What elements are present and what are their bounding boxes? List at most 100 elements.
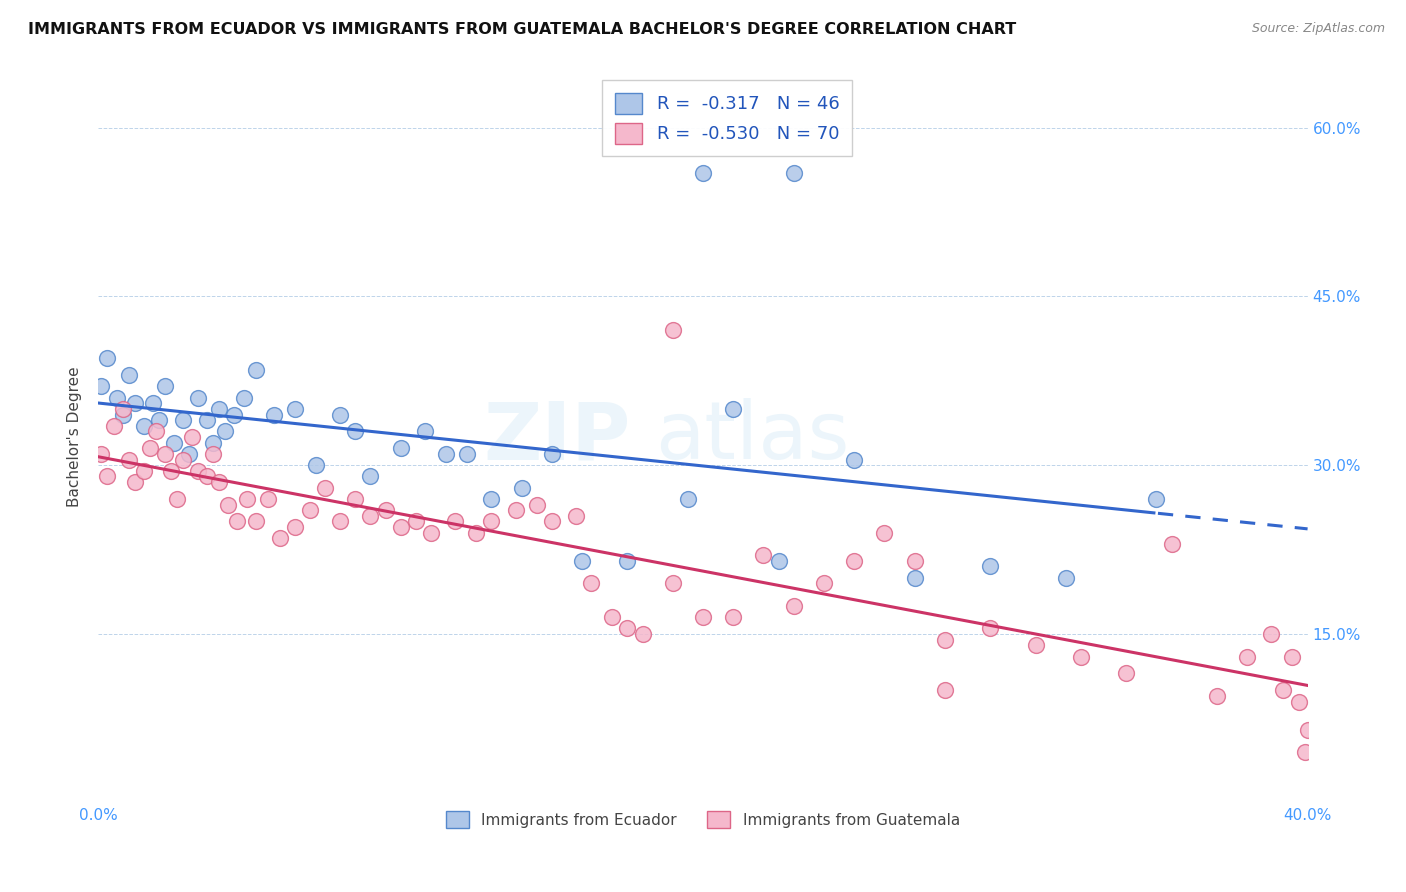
- Point: [172, 452, 194, 467]
- Point: [118, 368, 141, 383]
- Point: [344, 491, 367, 506]
- Point: [456, 447, 478, 461]
- Point: [1054, 571, 1077, 585]
- Point: [124, 396, 146, 410]
- Point: [208, 401, 231, 416]
- Point: [132, 464, 155, 478]
- Point: [1115, 666, 1137, 681]
- Point: [118, 452, 141, 467]
- Point: [124, 475, 146, 489]
- Point: [329, 408, 352, 422]
- Point: [1144, 491, 1167, 506]
- Point: [1260, 627, 1282, 641]
- Point: [163, 435, 186, 450]
- Point: [153, 447, 176, 461]
- Point: [1272, 683, 1295, 698]
- Point: [139, 442, 162, 456]
- Point: [540, 515, 562, 529]
- Point: [616, 621, 638, 635]
- Point: [723, 401, 745, 416]
- Text: Source: ZipAtlas.com: Source: ZipAtlas.com: [1251, 22, 1385, 36]
- Point: [195, 469, 218, 483]
- Point: [444, 515, 467, 529]
- Point: [813, 576, 835, 591]
- Point: [263, 408, 285, 422]
- Point: [284, 520, 307, 534]
- Point: [360, 508, 382, 523]
- Point: [661, 323, 683, 337]
- Point: [420, 525, 443, 540]
- Point: [103, 418, 125, 433]
- Point: [232, 391, 254, 405]
- Point: [602, 610, 624, 624]
- Point: [235, 491, 257, 506]
- Point: [768, 554, 790, 568]
- Point: [904, 554, 927, 568]
- Point: [579, 576, 602, 591]
- Point: [208, 475, 231, 489]
- Point: [1024, 638, 1046, 652]
- Point: [187, 391, 209, 405]
- Point: [160, 464, 183, 478]
- Point: [979, 621, 1001, 635]
- Point: [217, 498, 239, 512]
- Point: [314, 481, 336, 495]
- Point: [269, 532, 291, 546]
- Point: [752, 548, 775, 562]
- Point: [256, 491, 278, 506]
- Point: [344, 425, 367, 439]
- Point: [1281, 649, 1303, 664]
- Point: [676, 491, 699, 506]
- Point: [571, 554, 593, 568]
- Point: [360, 469, 382, 483]
- Point: [284, 401, 307, 416]
- Point: [226, 515, 249, 529]
- Point: [374, 503, 396, 517]
- Point: [692, 166, 714, 180]
- Point: [844, 452, 866, 467]
- Point: [540, 447, 562, 461]
- Point: [1296, 723, 1319, 737]
- Point: [1294, 745, 1316, 759]
- Point: [405, 515, 427, 529]
- Point: [979, 559, 1001, 574]
- Point: [96, 469, 118, 483]
- Point: [434, 447, 457, 461]
- Text: IMMIGRANTS FROM ECUADOR VS IMMIGRANTS FROM GUATEMALA BACHELOR'S DEGREE CORRELATI: IMMIGRANTS FROM ECUADOR VS IMMIGRANTS FR…: [28, 22, 1017, 37]
- Point: [873, 525, 896, 540]
- Point: [389, 520, 412, 534]
- Point: [505, 503, 527, 517]
- Point: [481, 515, 503, 529]
- Text: ZIP: ZIP: [484, 398, 630, 476]
- Point: [1288, 694, 1310, 708]
- Point: [224, 408, 246, 422]
- Point: [202, 447, 225, 461]
- Y-axis label: Bachelor's Degree: Bachelor's Degree: [67, 367, 83, 508]
- Point: [510, 481, 533, 495]
- Point: [179, 447, 201, 461]
- Point: [1160, 537, 1182, 551]
- Point: [214, 425, 236, 439]
- Point: [481, 491, 503, 506]
- Legend: Immigrants from Ecuador, Immigrants from Guatemala: Immigrants from Ecuador, Immigrants from…: [439, 804, 967, 836]
- Point: [1070, 649, 1092, 664]
- Point: [723, 610, 745, 624]
- Point: [195, 413, 218, 427]
- Point: [565, 508, 588, 523]
- Point: [616, 554, 638, 568]
- Point: [1206, 689, 1229, 703]
- Point: [305, 458, 328, 473]
- Point: [299, 503, 322, 517]
- Point: [934, 683, 956, 698]
- Point: [202, 435, 225, 450]
- Point: [329, 515, 352, 529]
- Point: [389, 442, 412, 456]
- Point: [172, 413, 194, 427]
- Point: [181, 430, 204, 444]
- Point: [245, 362, 267, 376]
- Point: [111, 401, 134, 416]
- Point: [413, 425, 436, 439]
- Point: [148, 413, 170, 427]
- Point: [96, 351, 118, 366]
- Point: [783, 599, 806, 613]
